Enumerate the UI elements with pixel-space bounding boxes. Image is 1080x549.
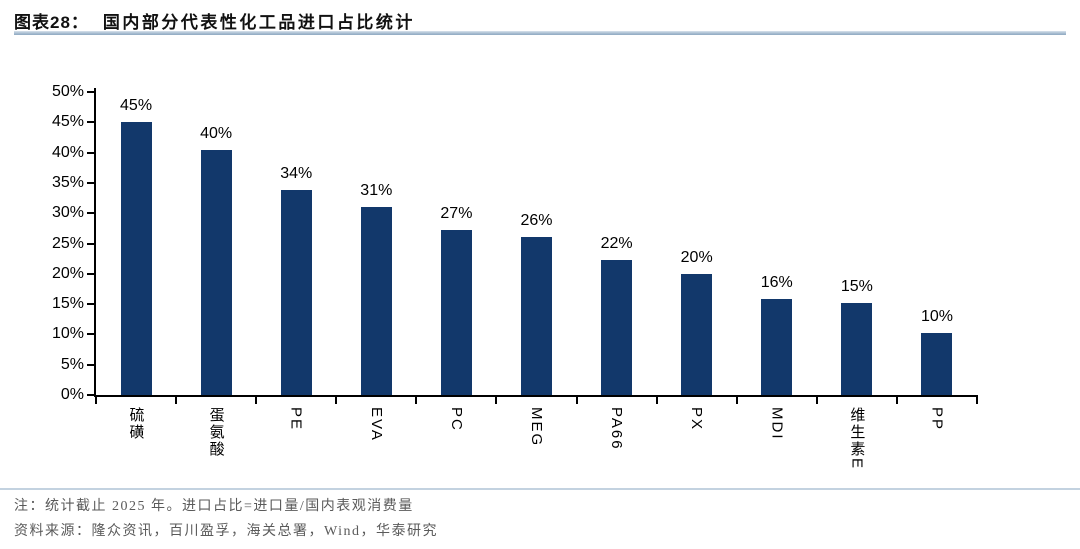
bar-value-label: 20% bbox=[680, 248, 713, 266]
bar bbox=[921, 332, 953, 395]
x-axis-label: EVA bbox=[336, 407, 416, 489]
x-axis-label-text: PE bbox=[287, 407, 305, 432]
figure-number-label: 图表28： bbox=[14, 13, 89, 32]
bar-value-label: 40% bbox=[200, 124, 233, 142]
bar-value-label: 31% bbox=[360, 182, 393, 200]
x-axis-label-text: MEG bbox=[528, 407, 545, 448]
y-tick-mark bbox=[87, 394, 94, 396]
y-tick-label: 0% bbox=[60, 386, 84, 403]
x-axis-label: 维生素E bbox=[817, 407, 897, 489]
x-axis-label: PE bbox=[256, 407, 336, 489]
y-tick-label: 25% bbox=[51, 234, 84, 252]
y-tick-label: 45% bbox=[51, 113, 84, 131]
y-tick-mark bbox=[87, 181, 94, 184]
bar-value-label: 34% bbox=[280, 165, 313, 183]
y-tick-mark bbox=[87, 333, 94, 336]
bar bbox=[601, 260, 633, 395]
bar bbox=[761, 299, 793, 395]
bar-value-label: 26% bbox=[520, 211, 553, 229]
y-tick-mark bbox=[87, 363, 94, 366]
notes-divider-rule bbox=[0, 488, 1080, 490]
x-axis-label-text: EVA bbox=[367, 407, 385, 442]
bar-value-label: 22% bbox=[600, 235, 633, 253]
x-axis-label: 硫磺 bbox=[96, 407, 176, 489]
x-tick-mark bbox=[255, 397, 258, 404]
y-tick-label: 20% bbox=[51, 264, 84, 282]
bar bbox=[681, 273, 713, 395]
bar-value-label: 45% bbox=[120, 97, 153, 115]
x-tick-mark bbox=[175, 397, 178, 404]
y-tick-label: 5% bbox=[60, 355, 84, 373]
x-tick-mark bbox=[95, 397, 97, 404]
y-axis-line bbox=[94, 88, 96, 397]
x-axis-label: PC bbox=[416, 407, 496, 489]
x-tick-mark bbox=[976, 397, 978, 404]
x-tick-mark bbox=[495, 397, 498, 404]
x-tick-mark bbox=[735, 397, 738, 404]
x-axis-label-text: PA66 bbox=[608, 407, 626, 451]
bar bbox=[280, 190, 312, 395]
x-axis-label: PX bbox=[657, 407, 737, 489]
x-axis-label-text: 硫磺 bbox=[127, 407, 145, 441]
x-axis-label-text: MDI bbox=[768, 407, 786, 441]
bar bbox=[841, 303, 873, 395]
title-underline-rule bbox=[14, 31, 1066, 35]
y-tick-mark bbox=[87, 272, 94, 275]
x-tick-mark bbox=[575, 397, 578, 404]
y-tick-mark bbox=[87, 242, 94, 245]
y-tick-mark bbox=[87, 151, 94, 154]
bar bbox=[360, 207, 392, 395]
x-axis-label: MDI bbox=[737, 407, 817, 489]
x-axis-line bbox=[94, 395, 978, 397]
chart-source-note: 资料来源：隆众资讯，百川盈孚，海关总署，Wind，华泰研究 bbox=[14, 524, 439, 539]
y-tick-label: 15% bbox=[51, 295, 84, 313]
y-tick-mark bbox=[87, 303, 94, 306]
bar-value-label: 10% bbox=[920, 307, 953, 325]
x-axis-label: MEG bbox=[497, 407, 577, 489]
bar bbox=[200, 149, 232, 395]
y-tick-label: 30% bbox=[51, 204, 84, 222]
x-axis-label-text: PC bbox=[447, 407, 465, 432]
y-tick-label: 40% bbox=[51, 143, 84, 161]
x-axis-label: PP bbox=[897, 407, 977, 489]
x-axis-label: 蛋氨酸 bbox=[176, 407, 256, 489]
bar bbox=[521, 236, 552, 395]
x-axis-label-text: 维生素E bbox=[848, 407, 866, 471]
bar-value-label: 16% bbox=[760, 274, 793, 292]
bar-value-label: 15% bbox=[840, 278, 873, 296]
x-tick-mark bbox=[895, 397, 898, 404]
x-tick-mark bbox=[415, 397, 418, 404]
y-tick-label: 50% bbox=[51, 83, 84, 100]
y-tick-label: 35% bbox=[51, 173, 84, 191]
x-axis-label: PA66 bbox=[577, 407, 657, 489]
x-axis-label-text: 蛋氨酸 bbox=[207, 407, 225, 458]
x-axis-label-text: PX bbox=[688, 407, 706, 432]
x-tick-mark bbox=[655, 397, 658, 404]
x-axis-label-text: PP bbox=[928, 407, 946, 432]
figure-header: 图表28： 国内部分代表性化工品进口占比统计 bbox=[14, 8, 415, 33]
y-tick-label: 10% bbox=[51, 325, 84, 343]
chart-note: 注：统计截止 2025 年。进口占比=进口量/国内表观消费量 bbox=[14, 499, 414, 514]
y-tick-mark bbox=[87, 91, 94, 93]
bar-value-label: 27% bbox=[440, 204, 473, 222]
y-tick-mark bbox=[87, 212, 94, 215]
y-tick-mark bbox=[87, 121, 94, 124]
bar bbox=[120, 122, 152, 395]
figure-title: 国内部分代表性化工品进口占比统计 bbox=[102, 13, 415, 32]
x-tick-mark bbox=[815, 397, 818, 404]
bar bbox=[440, 229, 472, 395]
x-tick-mark bbox=[335, 397, 338, 404]
